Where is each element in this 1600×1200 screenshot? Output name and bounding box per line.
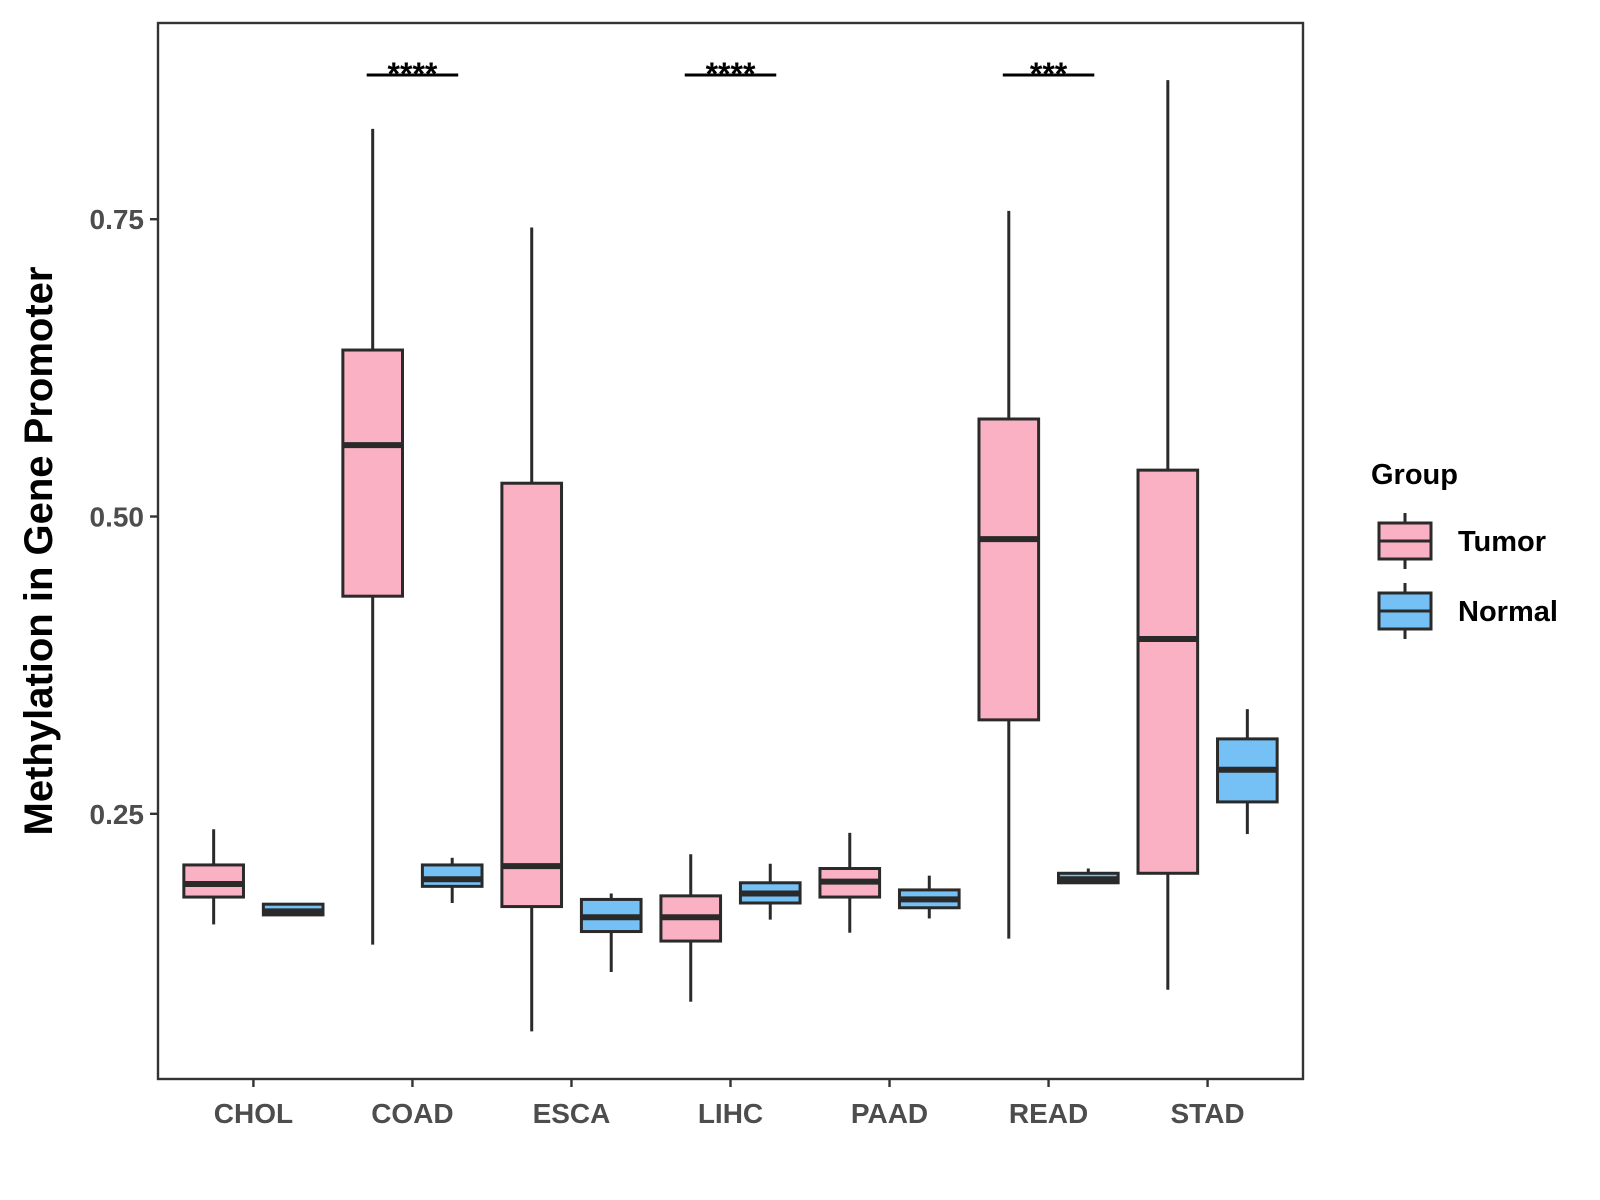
box-normal-esca [579,893,643,972]
y-axis-title: Methylation in Gene Promoter [17,267,61,836]
x-tick-label: COAD [371,1098,453,1129]
box-normal-chol [261,902,325,917]
y-tick-label: 0.75 [90,204,145,235]
boxes-layer [182,80,1279,1032]
box-normal-coad [420,857,484,903]
box-iqr [977,417,1041,722]
x-tick-label: PAAD [851,1098,928,1129]
significance-label-read: *** [1030,56,1068,92]
legend-item-normal: Normal [1377,583,1558,639]
legend-item-tumor: Tumor [1377,513,1546,569]
box-iqr [420,863,484,888]
box-iqr [500,481,564,909]
y-tick-label: 0.50 [90,502,145,533]
x-axis: CHOL COAD ESCA LIHC PAAD READ STAD [214,1079,1245,1129]
box-tumor-chol [182,829,245,925]
x-tick-label: CHOL [214,1098,293,1129]
y-axis: 0.25 0.50 0.75 [90,204,158,830]
significance-label-coad: **** [388,56,438,92]
box-normal-read [1056,868,1120,885]
box-iqr [1136,468,1200,875]
legend-label: Normal [1458,596,1558,628]
box-tumor-esca [500,227,564,1032]
x-tick-label: ESCA [533,1098,611,1129]
y-tick-label: 0.25 [90,799,145,830]
x-tick-label: LIHC [698,1098,763,1129]
x-tick-label: READ [1009,1098,1088,1129]
x-tick-label: STAD [1171,1098,1245,1129]
legend-label: Tumor [1458,526,1546,558]
box-normal-paad [897,875,961,919]
plot-panel [156,21,1305,1081]
box-tumor-lihc [659,854,723,1002]
box-normal-stad [1216,709,1279,835]
significance-label-lihc: **** [706,56,756,92]
box-normal-lihc [738,863,802,920]
legend-title: Group [1371,459,1458,491]
box-tumor-read [977,210,1041,939]
significance-annotations: **** **** *** [366,56,1095,92]
box-tumor-paad [818,832,882,933]
legend: Group Tumor Normal [1371,459,1558,639]
box-tumor-coad [341,128,405,945]
box-iqr [341,348,405,598]
box-tumor-stad [1136,80,1200,990]
